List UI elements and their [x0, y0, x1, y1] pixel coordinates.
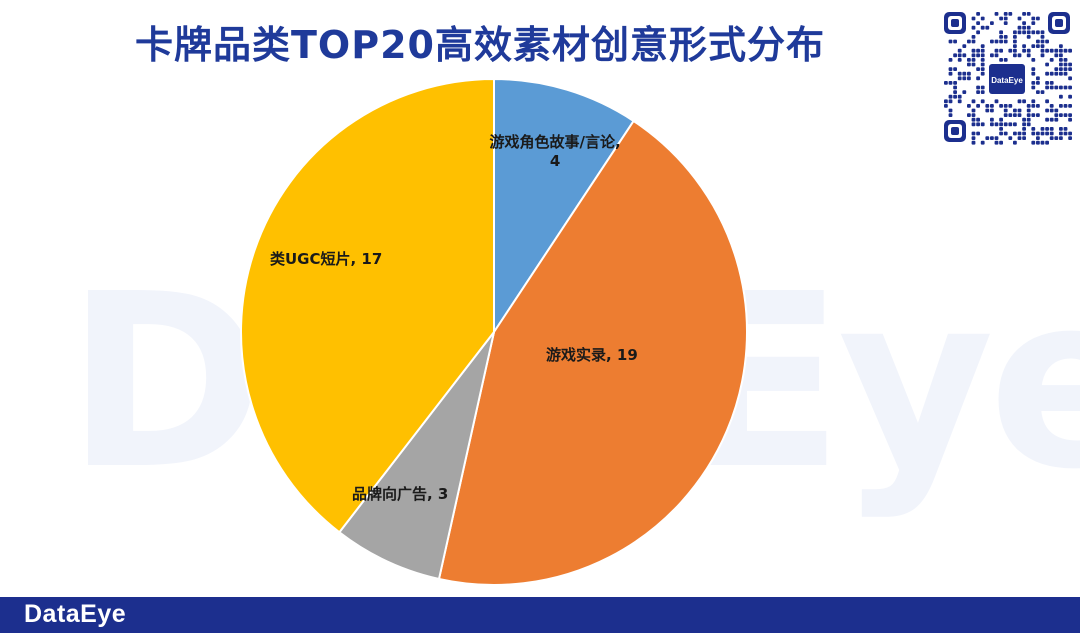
slice-label-4: 类UGC短片, 17 — [270, 249, 383, 268]
page-title: 卡牌品类TOP20高效素材创意形式分布 — [135, 23, 825, 67]
slice-label-1: 游戏角色故事/言论, 4 — [489, 133, 621, 170]
pie-slice-1 — [493, 77, 635, 336]
pie-slice-4 — [240, 77, 495, 534]
footer-bar: DataEye — [0, 597, 1080, 633]
qr-logo-text: DataEye — [991, 76, 1023, 85]
pie-slice-2 — [437, 119, 748, 586]
pie-slice-3 — [337, 331, 495, 581]
footer-logo: DataEye — [24, 600, 127, 628]
slice-label-2: 游戏实录, 19 — [546, 345, 638, 364]
slice-label-3: 品牌向广告, 3 — [352, 484, 449, 503]
qr-code[interactable]: DataEye — [940, 8, 1074, 146]
